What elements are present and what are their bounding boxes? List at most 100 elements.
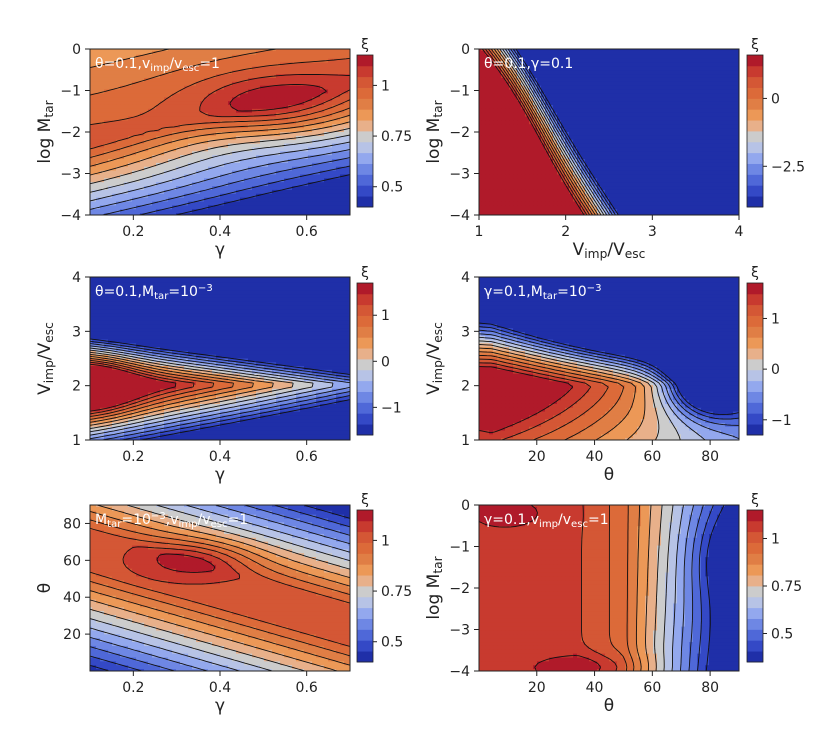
contour-fill bbox=[479, 277, 739, 440]
contour-level-9 bbox=[635, 505, 642, 671]
y-tick-label: −1 bbox=[449, 84, 470, 100]
x-tick-label: 0.2 bbox=[122, 224, 144, 240]
panel-annotation: γ=0.1,Mtar=10−3 bbox=[484, 283, 602, 302]
colorbar-label: ξ bbox=[751, 492, 759, 508]
contour-level-3 bbox=[102, 157, 350, 215]
y-tick-label: −1 bbox=[60, 84, 81, 100]
colorbar-segment bbox=[747, 553, 763, 565]
contour-panel-p6: 20 40 60 80 0 −1 −2 −3 −4 θ log Mtar γ=0.1,vimp/ves… bbox=[424, 492, 802, 716]
colorbar-segment bbox=[357, 337, 373, 349]
contour-level-7 bbox=[90, 127, 350, 185]
y-tick-label: 1 bbox=[461, 433, 470, 449]
colorbar-tick-label: 0.75 bbox=[381, 584, 412, 600]
x-tick-label: 1 bbox=[475, 224, 484, 240]
colorbar-segment bbox=[747, 520, 763, 533]
colorbar-label: ξ bbox=[361, 37, 369, 53]
colorbar-label: ξ bbox=[361, 492, 369, 508]
contour-level-6 bbox=[90, 349, 314, 433]
contour-level-1 bbox=[515, 49, 619, 215]
colorbar-tick-label: −2.5 bbox=[771, 159, 805, 175]
colorbar-segment bbox=[747, 326, 763, 338]
contour-level-11 bbox=[608, 505, 628, 671]
colorbar-tick-label: 0 bbox=[381, 354, 390, 370]
colorbar-segment bbox=[747, 640, 763, 652]
contour-fill bbox=[479, 505, 739, 671]
y-tick-label: −2 bbox=[449, 581, 470, 597]
contour-level-6 bbox=[663, 505, 674, 671]
x-tick-label: 80 bbox=[701, 449, 719, 465]
contour-level-10 bbox=[90, 519, 350, 657]
x-tick-label: 3 bbox=[648, 224, 657, 240]
colorbar: 1 0.75 0.5 ξ bbox=[356, 37, 412, 208]
x-tick-label: 60 bbox=[643, 449, 661, 465]
x-tick-label: 60 bbox=[643, 680, 661, 696]
colorbar-tick-label: 1 bbox=[771, 532, 780, 548]
colorbar: 1 0.75 0.5 ξ bbox=[356, 492, 412, 663]
contour-level-5 bbox=[479, 336, 706, 440]
x-axis-label: Vimp/Vesc bbox=[573, 240, 646, 261]
colorbar: 1 0 −1 ξ bbox=[356, 265, 402, 436]
x-tick-label: 2 bbox=[561, 224, 570, 240]
colorbar-segment bbox=[357, 542, 373, 554]
y-tick-label: −3 bbox=[449, 623, 470, 639]
y-axis-label: Vimp/Vesc bbox=[424, 322, 445, 395]
colorbar-segment bbox=[357, 283, 373, 295]
x-axis-label: θ bbox=[604, 465, 614, 485]
colorbar-segment bbox=[747, 586, 763, 598]
contour-level-13 bbox=[229, 84, 327, 112]
colorbar-segment bbox=[747, 391, 763, 403]
contour-lines bbox=[90, 338, 350, 440]
contour-level-10 bbox=[490, 49, 593, 215]
contour-level-4 bbox=[479, 333, 739, 440]
colorbar-segment bbox=[357, 586, 373, 598]
colorbar-segment bbox=[357, 141, 373, 154]
colorbar-segment bbox=[357, 359, 373, 371]
contour-level-4 bbox=[507, 49, 611, 215]
colorbar-segment bbox=[357, 152, 373, 164]
colorbar-segment bbox=[357, 315, 373, 327]
colorbar-segment bbox=[747, 109, 763, 121]
contour-level-13 bbox=[479, 505, 601, 671]
panel-annotation: θ=0.1,γ=0.1 bbox=[484, 56, 573, 72]
contour-level-5 bbox=[90, 347, 334, 436]
y-tick-label: −4 bbox=[60, 208, 81, 224]
colorbar-segment bbox=[357, 87, 373, 99]
contour-level-9 bbox=[90, 510, 350, 666]
contour-level-2 bbox=[139, 165, 350, 215]
colorbar-tick-label: 1 bbox=[381, 78, 390, 94]
contour-level-9 bbox=[90, 49, 350, 167]
y-tick-label: 60 bbox=[63, 553, 81, 569]
x-axis-label: γ bbox=[215, 240, 225, 260]
contour-level-7 bbox=[479, 344, 660, 440]
contour-level-5 bbox=[90, 141, 350, 202]
colorbar-tick-label: 0.5 bbox=[381, 635, 403, 651]
contour-panel-p3: 0.2 0.4 0.6 4 3 2 1 γ Vimp/Vesc θ=0.1,Mtar=10−3 1 0… bbox=[35, 265, 402, 485]
colorbar-segment bbox=[747, 542, 763, 554]
panel-annotation: γ=0.1,vimp/vesc=1 bbox=[484, 512, 609, 530]
colorbar-tick-label: 0.5 bbox=[771, 627, 793, 643]
colorbar-segment bbox=[747, 196, 763, 208]
y-tick-label: 3 bbox=[72, 324, 81, 340]
colorbar-segment bbox=[747, 131, 763, 143]
colorbar-segment bbox=[357, 55, 373, 67]
colorbar-tick-label: 1 bbox=[381, 533, 390, 549]
contour-level-7 bbox=[499, 49, 602, 215]
contour-level-12 bbox=[90, 361, 195, 415]
colorbar-segment bbox=[747, 87, 763, 99]
x-tick-label: 80 bbox=[701, 680, 719, 696]
colorbar-segment bbox=[747, 315, 763, 327]
plot-frame bbox=[478, 276, 740, 441]
colorbar-segment bbox=[747, 65, 763, 78]
contour-level-2 bbox=[90, 505, 350, 671]
contour-panel-p1: 0.2 0.4 0.6 0 −1 −2 −3 −4 γ log Mtar θ=0.1,vimp/ve… bbox=[35, 37, 412, 260]
colorbar-segment bbox=[747, 174, 763, 186]
x-axis-label: θ bbox=[604, 696, 614, 716]
y-tick-label: 2 bbox=[461, 379, 470, 395]
colorbar-segment bbox=[357, 651, 373, 663]
colorbar-segment bbox=[357, 163, 373, 175]
contour-level-5 bbox=[671, 505, 684, 671]
colorbar-tick-label: 1 bbox=[771, 311, 780, 327]
colorbar-segment bbox=[357, 640, 373, 652]
contour-level-2 bbox=[479, 326, 739, 420]
